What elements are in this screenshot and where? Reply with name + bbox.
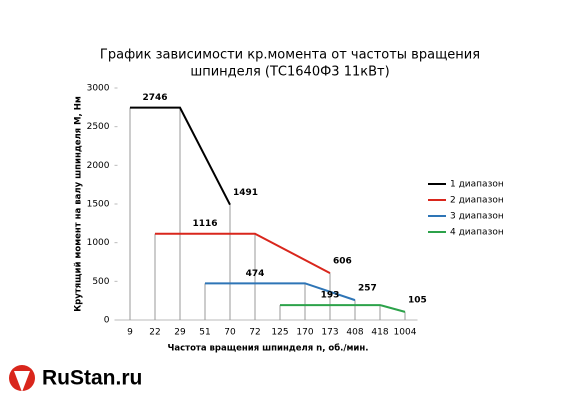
x-tick-label: 70 [224,328,236,338]
data-label: 606 [333,257,352,267]
y-tick-label: 0 [104,316,110,326]
x-tick-label: 418 [371,328,388,338]
logo-icon [14,371,30,392]
x-tick-label: 170 [296,328,313,338]
logo[interactable]: RuStan.ru [9,365,142,392]
y-tick-label: 2000 [87,161,110,171]
x-tick-label: 1004 [394,328,417,338]
x-tick-label: 22 [149,328,160,338]
series-line [280,304,406,313]
y-tick-label: 1000 [87,238,110,248]
x-tick-label: 408 [346,328,363,338]
y-tick-label: 1500 [87,200,110,210]
x-tick-label: 29 [174,328,186,338]
x-axis-title: Частота вращения шпинделя n, об./мин. [168,343,369,354]
chart-title: График зависимости кр.момента от частоты… [100,48,480,63]
x-tick-label: 125 [271,328,288,338]
data-label: 193 [321,291,340,301]
y-tick-label: 3000 [87,84,110,94]
series-line [155,232,331,275]
legend-label: 4 диапазон [450,228,504,238]
series-line [130,106,231,206]
data-label: 474 [246,269,265,279]
chart-title: шпинделя (ТС1640Ф3 11кВт) [190,65,389,80]
data-label: 2746 [142,93,167,103]
x-tick-label: 72 [249,328,260,338]
logo-text: RuStan.ru [42,367,142,390]
legend-label: 3 диапазон [450,212,504,222]
y-tick-label: 2500 [87,122,110,132]
series-line [205,282,356,302]
y-tick-label: 500 [92,277,109,287]
data-label: 257 [358,284,377,294]
legend-label: 1 диапазон [450,180,504,190]
data-label: 1491 [233,188,258,198]
x-tick-label: 173 [321,328,338,338]
y-axis-title: Крутящий момент на валу шпинделя М, Нм [74,96,84,312]
data-label: 1116 [192,219,217,229]
x-tick-label: 9 [127,328,133,338]
data-label: 105 [408,295,427,305]
x-tick-label: 51 [199,328,210,338]
legend-label: 2 диапазон [450,196,504,206]
